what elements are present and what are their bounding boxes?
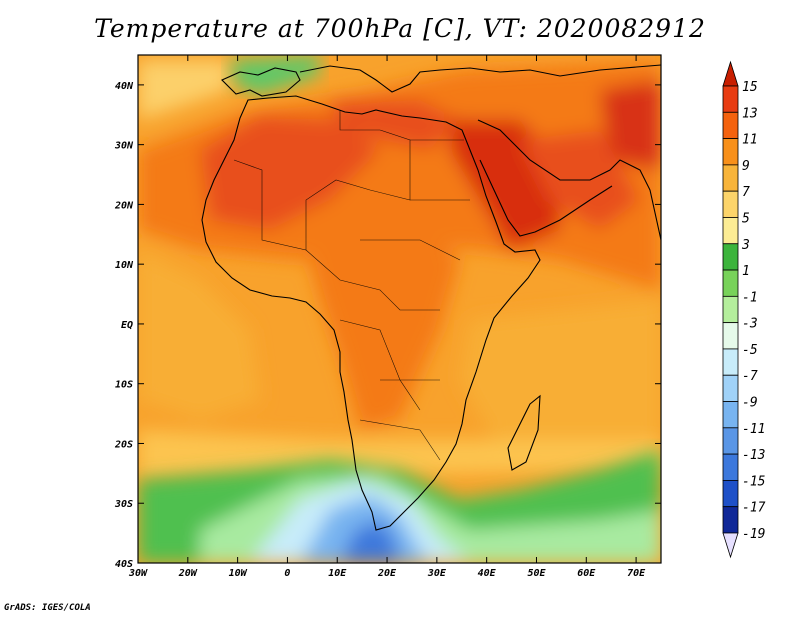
colorbar-label: -15	[742, 474, 766, 489]
colorbar-label: -13	[742, 448, 765, 463]
colorbar-label: 9	[742, 159, 750, 174]
lon-tick-label: 0	[284, 568, 290, 579]
colorbar-label: -5	[742, 343, 758, 358]
north-coast-eurasia	[299, 64, 661, 93]
colorbar-label: 15	[742, 80, 758, 95]
credit-text: GrADS: IGES/COLA	[4, 603, 91, 613]
lat-tick-label: 10S	[115, 380, 133, 391]
cool-atlantic-tropical	[138, 250, 260, 420]
map-title: Temperature at 700hPa [C], VT: 202008291…	[94, 14, 706, 43]
colorbar-segment	[722, 111, 739, 139]
southern-transition	[138, 430, 661, 480]
colorbar-segment	[722, 269, 739, 297]
colorbar-segment	[722, 295, 739, 324]
lon-tick-label: 10E	[328, 568, 347, 579]
lat-tick-label: 30N	[114, 141, 134, 152]
colorbar-label: -17	[742, 501, 766, 516]
border-sahara	[233, 110, 411, 251]
colorbar-label: -3	[742, 317, 758, 332]
temperature-field	[138, 55, 661, 563]
colorbar-segment	[722, 427, 739, 455]
colorbar-label: -7	[742, 369, 758, 384]
colorbar-segment	[722, 453, 739, 481]
lat-tick-label: 30S	[114, 499, 133, 510]
lat-tick-label: 10N	[115, 260, 134, 271]
hot-sahara-west	[200, 115, 380, 230]
hot-libya	[330, 100, 460, 150]
coastlines	[201, 64, 661, 531]
colorbar-segment	[722, 506, 739, 534]
lon-tick-label: 40E	[478, 568, 497, 579]
colorbar-segment	[722, 138, 739, 166]
plot-frame	[137, 54, 662, 564]
colorbar-label: -9	[742, 396, 758, 411]
colorbar-segment	[722, 190, 739, 218]
colorbar-label: 3	[741, 238, 750, 253]
lon-tick-label: 30E	[427, 568, 447, 579]
lon-tick-label: 10W	[229, 568, 248, 579]
colorbar-label: 11	[742, 133, 758, 148]
colorbar-segment	[722, 374, 739, 402]
colorbar-label: 13	[742, 106, 758, 121]
colorbar-label: 1	[742, 264, 750, 279]
lat-tick-label: 40N	[115, 81, 134, 92]
colorbar-label: 5	[742, 211, 750, 226]
cool-indian-ocean	[460, 300, 661, 470]
lat-tick-label: 20N	[114, 200, 134, 211]
iberia-coast	[221, 67, 301, 97]
lon-tick-label: 60E	[577, 568, 596, 579]
lon-tick-label: 30W	[128, 568, 148, 579]
colorbar-label: -19	[742, 527, 765, 542]
lon-tick-label: 20E	[377, 568, 397, 579]
colorbar-segment	[722, 480, 739, 508]
cool-atlantic-north	[138, 60, 230, 120]
border-south	[339, 319, 441, 461]
colorbar-label: -11	[742, 422, 765, 437]
colorbar-label: 7	[742, 185, 750, 200]
colorbar: 15 13 11 9 7 5 3 1 -1 -3 -5 -7 -9 -11 -13 -15 -17 -19	[722, 60, 766, 559]
colorbar-top-triangle	[722, 60, 739, 87]
lon-tick-label: 50E	[527, 568, 546, 579]
country-borders	[233, 110, 470, 461]
border-central	[305, 139, 470, 311]
red-sea-arabia-south	[479, 159, 613, 237]
madagascar-coast	[507, 394, 541, 471]
lat-tick-label: EQ	[121, 320, 133, 331]
colorbar-segment	[722, 322, 739, 350]
colorbar-segment	[722, 401, 739, 429]
colorbar-segment	[722, 164, 739, 192]
lon-tick-label: 20W	[178, 568, 198, 579]
lat-tick-label: 20S	[114, 439, 133, 450]
colorbar-segment	[722, 243, 739, 271]
cold-iberia	[230, 55, 320, 95]
warm-central-africa	[300, 220, 460, 430]
lat-tick-label: 40S	[115, 559, 133, 570]
cold-darkblue	[340, 520, 400, 563]
colorbar-segment	[722, 217, 739, 245]
hot-iran	[600, 80, 661, 170]
colorbar-bottom-triangle	[722, 532, 739, 559]
arabia-iran-coast	[477, 119, 661, 241]
colorbar-segment	[722, 348, 739, 376]
africa-coast	[201, 95, 541, 531]
colorbar-segment	[722, 85, 739, 113]
lon-tick-label: 70E	[627, 568, 646, 579]
colorbar-label: -1	[742, 290, 758, 305]
